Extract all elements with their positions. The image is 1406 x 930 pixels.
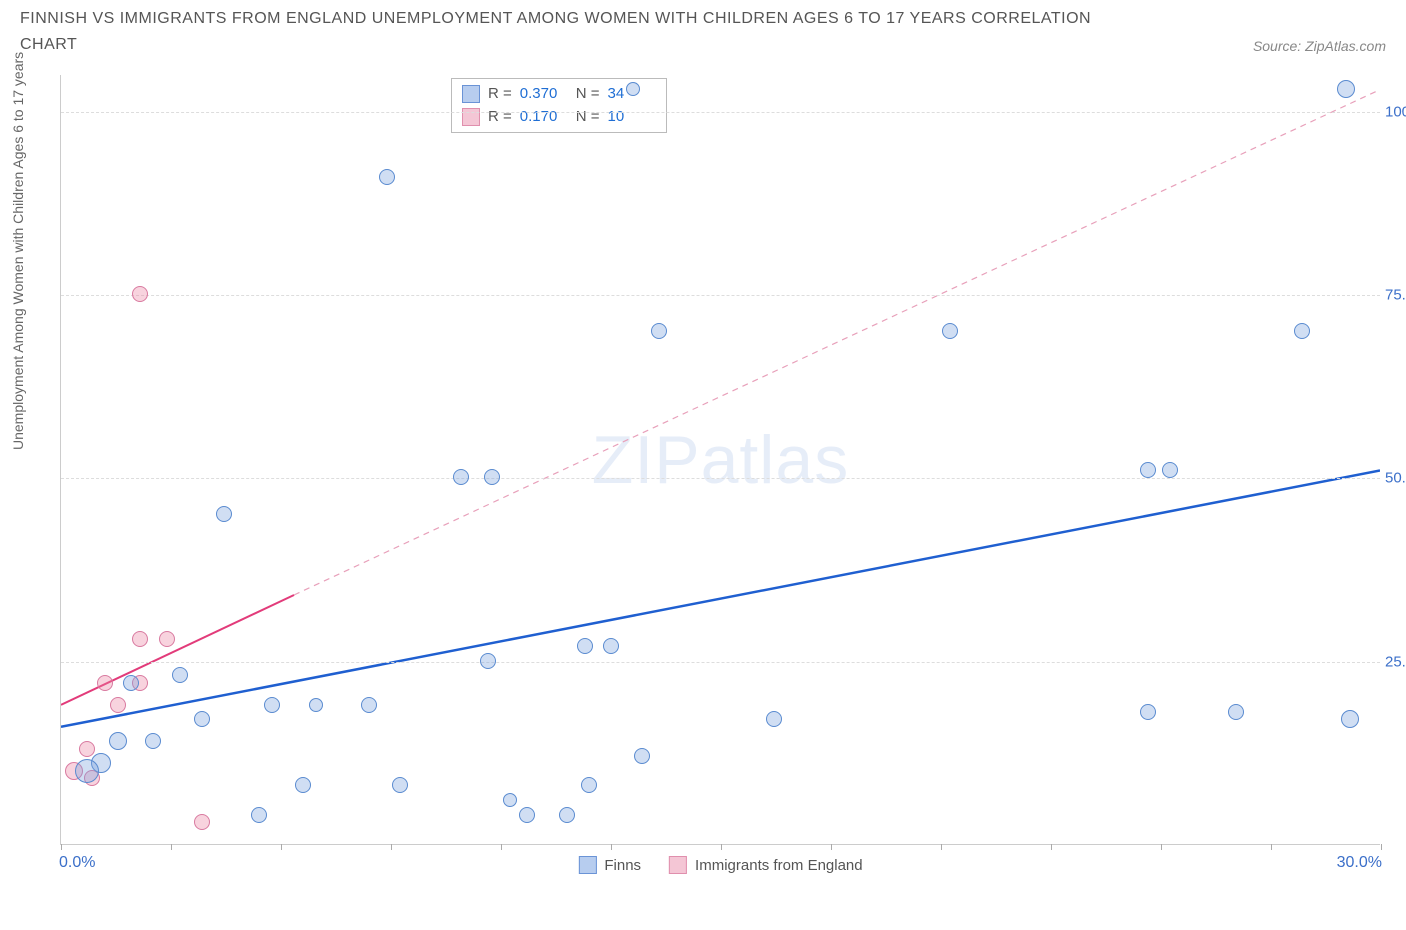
- stat-n-label: N =: [576, 83, 600, 106]
- data-point-immigrants: [110, 697, 126, 713]
- legend-item-imm: Immigrants from England: [669, 856, 863, 874]
- ytick-label: 100.0%: [1385, 103, 1406, 120]
- data-point-finns: [1162, 462, 1178, 478]
- data-point-finns: [75, 759, 99, 783]
- source-label: Source: ZipAtlas.com: [1253, 38, 1386, 54]
- data-point-finns: [581, 777, 597, 793]
- data-point-finns: [1228, 704, 1244, 720]
- plot-area: ZIPatlas R = 0.370 N = 34 R = 0.170 N = …: [60, 75, 1380, 845]
- data-point-finns: [1341, 710, 1359, 728]
- data-point-finns: [603, 638, 619, 654]
- data-point-finns: [453, 469, 469, 485]
- gridline-h: [61, 295, 1380, 296]
- stat-r-label2: R =: [488, 106, 512, 129]
- swatch-finns: [462, 85, 480, 103]
- data-point-finns: [145, 733, 161, 749]
- data-point-finns: [1337, 80, 1355, 98]
- data-point-immigrants: [194, 814, 210, 830]
- data-point-finns: [379, 169, 395, 185]
- watermark-thin: atlas: [701, 422, 850, 498]
- y-axis-label: Unemployment Among Women with Children A…: [10, 52, 26, 450]
- data-point-finns: [484, 469, 500, 485]
- data-point-finns: [194, 711, 210, 727]
- xtick: [1161, 844, 1162, 850]
- xtick: [171, 844, 172, 850]
- xtick: [1271, 844, 1272, 850]
- data-point-immigrants: [79, 741, 95, 757]
- data-point-immigrants: [132, 286, 148, 302]
- data-point-finns: [109, 732, 127, 750]
- bottom-legend: Finns Immigrants from England: [578, 856, 862, 874]
- trend-lines-svg: [61, 75, 1380, 844]
- xtick: [831, 844, 832, 850]
- gridline-h: [61, 112, 1380, 113]
- chart-title-line1: FINNISH VS IMMIGRANTS FROM ENGLAND UNEMP…: [20, 6, 1386, 32]
- data-point-immigrants: [159, 631, 175, 647]
- data-point-finns: [1140, 704, 1156, 720]
- data-point-finns: [123, 675, 139, 691]
- data-point-finns: [309, 698, 323, 712]
- xtick: [941, 844, 942, 850]
- data-point-finns: [766, 711, 782, 727]
- data-point-finns: [361, 697, 377, 713]
- data-point-finns: [264, 697, 280, 713]
- legend-label-finns: Finns: [604, 857, 641, 874]
- legend-item-finns: Finns: [578, 856, 641, 874]
- x-label-right: 30.0%: [1337, 854, 1382, 872]
- xtick: [611, 844, 612, 850]
- data-point-finns: [1294, 323, 1310, 339]
- stat-n-label2: N =: [576, 106, 600, 129]
- xtick: [1051, 844, 1052, 850]
- data-point-finns: [1140, 462, 1156, 478]
- data-point-finns: [295, 777, 311, 793]
- data-point-finns: [251, 807, 267, 823]
- legend-swatch-imm: [669, 856, 687, 874]
- data-point-finns: [480, 653, 496, 669]
- watermark-bold: ZIP: [592, 422, 701, 498]
- watermark: ZIPatlas: [592, 421, 849, 499]
- xtick: [721, 844, 722, 850]
- stat-r-imm: 0.170: [520, 106, 568, 129]
- data-point-finns: [216, 506, 232, 522]
- legend-swatch-finns: [578, 856, 596, 874]
- data-point-finns: [172, 667, 188, 683]
- data-point-finns: [577, 638, 593, 654]
- data-point-finns: [942, 323, 958, 339]
- swatch-imm: [462, 108, 480, 126]
- chart-title-line2: CHART: [20, 32, 1386, 58]
- data-point-finns: [519, 807, 535, 823]
- legend-label-imm: Immigrants from England: [695, 857, 863, 874]
- x-label-left: 0.0%: [59, 854, 95, 872]
- data-point-immigrants: [97, 675, 113, 691]
- data-point-finns: [626, 82, 640, 96]
- data-point-finns: [503, 793, 517, 807]
- data-point-finns: [651, 323, 667, 339]
- xtick: [501, 844, 502, 850]
- data-point-finns: [392, 777, 408, 793]
- ytick-label: 25.0%: [1385, 653, 1406, 670]
- xtick: [1381, 844, 1382, 850]
- stat-r-label: R =: [488, 83, 512, 106]
- data-point-finns: [634, 748, 650, 764]
- stat-r-finns: 0.370: [520, 83, 568, 106]
- ytick-label: 50.0%: [1385, 470, 1406, 487]
- data-point-finns: [559, 807, 575, 823]
- stat-n-imm: 10: [608, 106, 656, 129]
- xtick: [61, 844, 62, 850]
- gridline-h: [61, 478, 1380, 479]
- xtick: [281, 844, 282, 850]
- stat-row-imm: R = 0.170 N = 10: [462, 106, 656, 129]
- ytick-label: 75.0%: [1385, 287, 1406, 304]
- data-point-immigrants: [132, 631, 148, 647]
- gridline-h: [61, 662, 1380, 663]
- xtick: [391, 844, 392, 850]
